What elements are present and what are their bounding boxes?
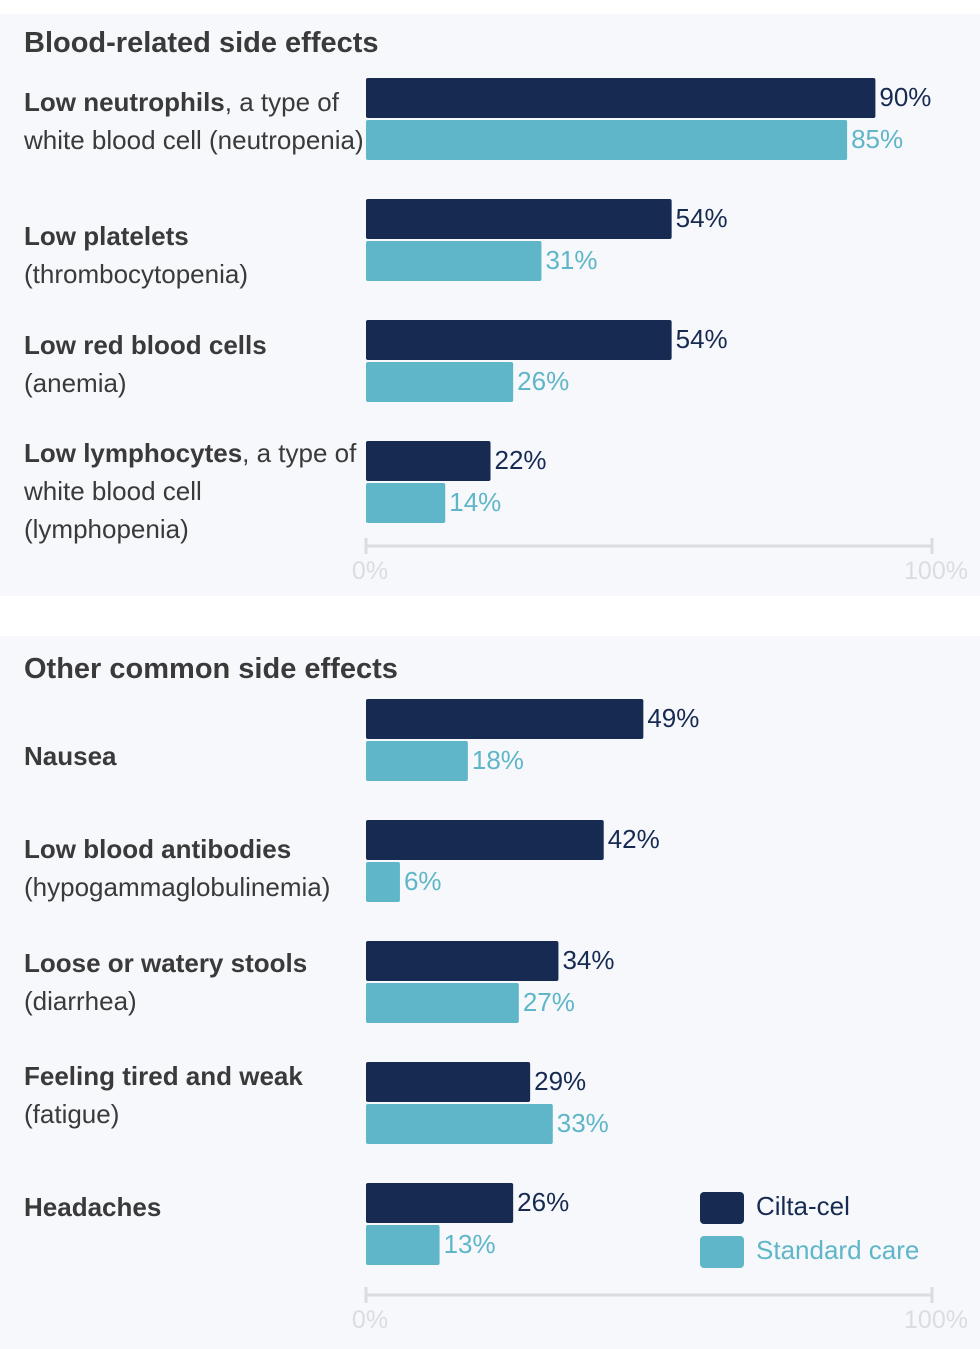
bar-standard-care-headaches	[366, 1225, 440, 1265]
bar-cilta-cel-nausea	[366, 699, 644, 739]
value-label-cilta-cel-headaches: 26%	[517, 1187, 569, 1217]
category-name: Low red blood cells	[24, 330, 267, 360]
value-label-cilta-cel-feeling-tired-and-weak: 29%	[534, 1066, 586, 1096]
category-detail: (diarrhea)	[24, 986, 137, 1016]
category-detail: (hypogammaglobulinemia)	[24, 872, 331, 902]
bar-cilta-cel-low-lymphocytes	[366, 441, 491, 481]
value-label-standard-care-low-lymphocytes: 14%	[449, 487, 501, 517]
value-label-cilta-cel-low-blood-antibodies: 42%	[608, 824, 660, 854]
x-tick-label-start: 0%	[352, 1306, 388, 1334]
category-name: Headaches	[24, 1192, 162, 1222]
value-label-standard-care-headaches: 13%	[444, 1229, 496, 1259]
value-label-standard-care-nausea: 18%	[472, 745, 524, 775]
category-name: Low lymphocytes	[24, 438, 243, 468]
category-name: Loose or watery stools	[24, 948, 308, 978]
bar-cilta-cel-headaches	[366, 1183, 514, 1223]
category-name: Low blood antibodies	[24, 834, 292, 864]
legend: Cilta-cel Standard care	[700, 1184, 919, 1272]
blood-effects-panel: Blood-related side effects Low neutrophi…	[0, 14, 980, 596]
x-tick-label-start: 0%	[352, 557, 388, 585]
category-name: Low platelets	[24, 221, 189, 251]
category-label-neutropenia: Low neutrophils, a type of white blood c…	[24, 83, 364, 159]
bar-cilta-cel-low-red-blood-cells	[366, 320, 672, 360]
bar-cilta-cel-low-neutrophils	[366, 78, 876, 118]
value-label-cilta-cel-low-red-blood-cells: 54%	[676, 324, 728, 354]
category-label-fatigue: Feeling tired and weak (fatigue)	[24, 1057, 364, 1133]
bar-standard-care-feeling-tired-and-weak	[366, 1104, 553, 1144]
value-label-cilta-cel-low-neutrophils: 90%	[879, 82, 931, 112]
category-detail: (anemia)	[24, 368, 127, 398]
legend-label-standard-care: Standard care	[756, 1235, 920, 1265]
blood-effects-chart: 90% 85% 54% 31% 54% 26% 22% 14% 0% 100%	[352, 78, 968, 585]
category-detail: , a type of white blood cell (neutropeni…	[24, 87, 364, 155]
category-label-hypogammaglobulinemia: Low blood antibodies (hypogammaglobuline…	[24, 830, 384, 906]
legend-label-cilta-cel: Cilta-cel	[756, 1191, 850, 1221]
category-name: Feeling tired and weak	[24, 1061, 303, 1091]
category-detail: , a type of white blood cell (lymphopeni…	[24, 438, 357, 544]
legend-item-cilta-cel: Cilta-cel	[700, 1184, 919, 1228]
category-label-lymphopenia: Low lymphocytes, a type of white blood c…	[24, 434, 364, 548]
bar-standard-care-loose-or-watery-stools	[366, 983, 519, 1023]
category-label-anemia: Low red blood cells (anemia)	[24, 326, 364, 402]
value-label-cilta-cel-loose-or-watery-stools: 34%	[562, 945, 614, 975]
bar-standard-care-low-platelets	[366, 241, 542, 281]
common-effects-panel: Other common side effects Nausea Low blo…	[0, 636, 980, 1349]
bar-standard-care-low-blood-antibodies	[366, 862, 400, 902]
value-label-standard-care-low-blood-antibodies: 6%	[404, 866, 442, 896]
bar-cilta-cel-low-blood-antibodies	[366, 820, 604, 860]
panel-title-common: Other common side effects	[24, 653, 398, 685]
legend-swatch-standard-care	[700, 1236, 744, 1269]
value-label-standard-care-low-red-blood-cells: 26%	[517, 366, 569, 396]
value-label-standard-care-low-platelets: 31%	[545, 245, 597, 275]
category-detail: (fatigue)	[24, 1099, 120, 1129]
common-effects-chart: 49% 18% 42% 6% 34% 27% 29% 33% 26% 13% 0% 100%	[352, 699, 968, 1334]
bar-cilta-cel-loose-or-watery-stools	[366, 941, 559, 981]
bar-standard-care-low-red-blood-cells	[366, 362, 514, 402]
value-label-cilta-cel-nausea: 49%	[647, 703, 699, 733]
bar-standard-care-low-neutrophils	[366, 120, 848, 160]
value-label-standard-care-low-neutrophils: 85%	[851, 124, 903, 154]
category-label-thrombocytopenia: Low platelets (thrombocytopenia)	[24, 217, 364, 293]
category-label-diarrhea: Loose or watery stools (diarrhea)	[24, 944, 364, 1020]
panel-title-blood: Blood-related side effects	[24, 27, 379, 59]
category-label-headaches: Headaches	[24, 1188, 364, 1226]
x-tick-label-end: 100%	[904, 557, 968, 585]
category-detail: (thrombocytopenia)	[24, 259, 248, 289]
value-label-standard-care-feeling-tired-and-weak: 33%	[557, 1108, 609, 1138]
legend-swatch-cilta-cel	[700, 1192, 744, 1225]
legend-item-standard-care: Standard care	[700, 1228, 919, 1272]
category-name: Nausea	[24, 741, 117, 771]
bar-cilta-cel-low-platelets	[366, 199, 672, 239]
bar-standard-care-low-lymphocytes	[366, 483, 446, 523]
value-label-standard-care-loose-or-watery-stools: 27%	[523, 987, 575, 1017]
value-label-cilta-cel-low-platelets: 54%	[676, 203, 728, 233]
category-label-nausea: Nausea	[24, 737, 364, 775]
bar-cilta-cel-feeling-tired-and-weak	[366, 1062, 531, 1102]
category-name: Low neutrophils	[24, 87, 225, 117]
bar-standard-care-nausea	[366, 741, 468, 781]
x-tick-label-end: 100%	[904, 1306, 968, 1334]
value-label-cilta-cel-low-lymphocytes: 22%	[495, 445, 547, 475]
